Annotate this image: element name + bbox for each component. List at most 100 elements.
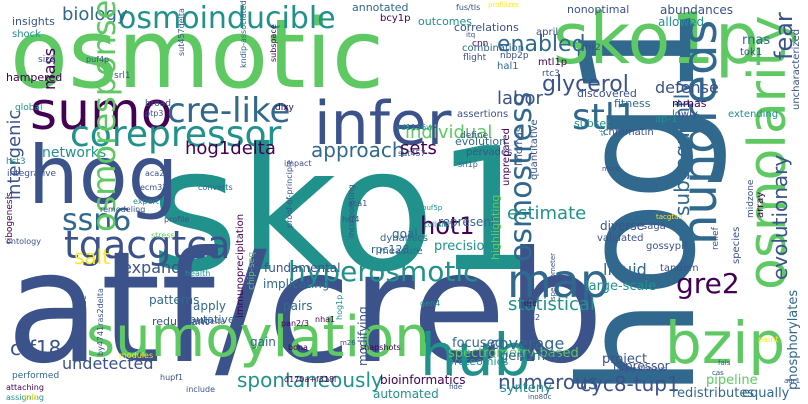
word-sut457: sut457	[398, 149, 426, 158]
word-attaching: attaching	[6, 383, 44, 392]
word-immunoprecipitation: immunoprecipitation	[235, 213, 246, 318]
word-fide: fide	[449, 383, 463, 391]
word-nonoptimal: nonoptimal	[567, 3, 630, 16]
word-april: april	[536, 27, 559, 38]
word-aca2: aca2	[145, 169, 165, 178]
word-ptp3: ptp3	[145, 109, 164, 118]
word-cre-like: cre-like	[167, 91, 291, 131]
word-profilizer: profilizer	[488, 1, 519, 9]
word-represent: represent	[438, 215, 496, 229]
word-correlations: correlations	[454, 21, 519, 34]
word-scerevisiae: scerevisiae	[79, 295, 88, 340]
word-converts: converts	[198, 183, 233, 192]
word-define: define	[460, 131, 489, 141]
word-osmoresponse: osmoresponse	[85, 0, 123, 233]
word-kndip-associated: kndip-associated	[239, 0, 248, 68]
word-array: array	[755, 191, 766, 218]
word-hyperosmotic: hyperosmotic	[288, 255, 479, 288]
word-aca1: aca1	[348, 199, 368, 208]
word-modules: modules	[119, 351, 154, 360]
word-sumoylation: sumoylation	[86, 305, 430, 370]
word-hst3: hst3	[6, 157, 26, 167]
word-rnas: rnas	[742, 33, 771, 48]
word-gre2: gre2	[676, 267, 740, 300]
word-dynamics: dynamics	[380, 233, 428, 244]
word-puf5p: puf5p	[422, 204, 443, 212]
word-species: species	[731, 226, 742, 264]
word-gossypii: gossypii	[646, 241, 687, 252]
word-goal: goal	[392, 227, 418, 241]
word-precision: precision	[434, 239, 493, 254]
word-subset: subset	[574, 117, 611, 130]
word-project: project	[602, 352, 648, 367]
word-sf1: sf1	[599, 125, 607, 136]
word-snapshots: snapshots	[360, 343, 401, 352]
word-hog1p: hog1p	[335, 294, 344, 320]
word-itq: itq	[466, 31, 476, 39]
word-putative: putative	[189, 313, 235, 326]
word-spontaneously: spontaneously	[237, 368, 383, 392]
word-rhr2: rhr2	[582, 43, 601, 53]
word-enabled: enabled	[497, 32, 586, 57]
word-pairs: pairs	[283, 299, 313, 313]
word-broad: broad	[145, 99, 171, 109]
word-estimate: estimate	[507, 203, 587, 224]
word-hst4: hst4	[342, 215, 360, 224]
word-atf-creb: atf/creb	[6, 219, 604, 398]
word-apply: apply	[193, 299, 227, 313]
word-khd1delta: khd1delta	[185, 317, 226, 326]
word-bzip: bzip	[665, 309, 786, 377]
word-focused: focused	[452, 336, 503, 351]
word-incorporating: incorporating	[347, 184, 356, 238]
word-assertions: assertions	[457, 109, 509, 120]
word-genomes: genomes	[500, 349, 560, 364]
word-approach: approach	[311, 138, 405, 162]
word-paint: paint	[758, 335, 779, 344]
word-labor: labor	[497, 88, 543, 109]
word-unprepared: unprepared	[501, 128, 512, 186]
word-remodeling: remodeling	[100, 205, 146, 214]
word-highlighting: highlighting	[489, 194, 502, 260]
word-lincrnas: lincrnas	[514, 126, 525, 166]
word-subspace: subspace	[269, 24, 278, 62]
word-repressor: repressor	[613, 359, 670, 373]
word-evolution: evolution	[455, 135, 507, 148]
word-ecm32: ecm32	[140, 183, 168, 192]
word-nbp2p: nbp2p	[500, 51, 529, 61]
word-modifying: modifying	[356, 306, 370, 366]
word-quantitative: quantitative	[529, 119, 540, 180]
word-tok1: tok1	[740, 47, 763, 58]
word-ap-1: ap-1	[655, 114, 678, 125]
word-srl1p: srl1p	[458, 160, 478, 169]
word-hal1: hal1	[497, 61, 519, 72]
word-rtc3: rtc3	[542, 69, 560, 79]
word-equally: equally	[742, 386, 790, 401]
word-networks: networks	[42, 145, 107, 161]
word-automated: automated	[373, 387, 439, 401]
word-nha1: nha1	[315, 315, 336, 324]
word-diverse: diverse	[600, 219, 645, 233]
word-srl1: srl1	[114, 71, 131, 81]
word-bcy1p: bcy1p	[380, 13, 411, 24]
word-extending: extending	[728, 109, 779, 120]
word-validated: validated	[597, 233, 644, 244]
word-large-scale: large-scale	[585, 279, 657, 294]
word-assigning: assigning	[6, 393, 44, 402]
word-discovered: discovered	[577, 87, 637, 100]
word-fundamental: fundamental	[264, 261, 341, 275]
word-dak1: dak1	[424, 311, 444, 320]
word-saga: saga	[642, 221, 666, 232]
word-hupf1: hupf1	[160, 373, 184, 382]
word-evolutionary: evolutionary	[768, 154, 792, 280]
word-biology: biology	[62, 4, 128, 25]
word-combination: combination	[462, 43, 525, 54]
word-bona: bona	[288, 343, 308, 352]
word-pan2-3: pan2/3	[281, 319, 309, 328]
word-abundances: abundances	[660, 3, 733, 17]
word-flight: flight	[463, 53, 487, 63]
word-more: more	[602, 165, 621, 173]
word-phosphorylates: phosphorylates	[786, 289, 801, 390]
word-outcomes: outcomes	[418, 15, 473, 28]
word-coverage: coverage	[490, 334, 565, 353]
